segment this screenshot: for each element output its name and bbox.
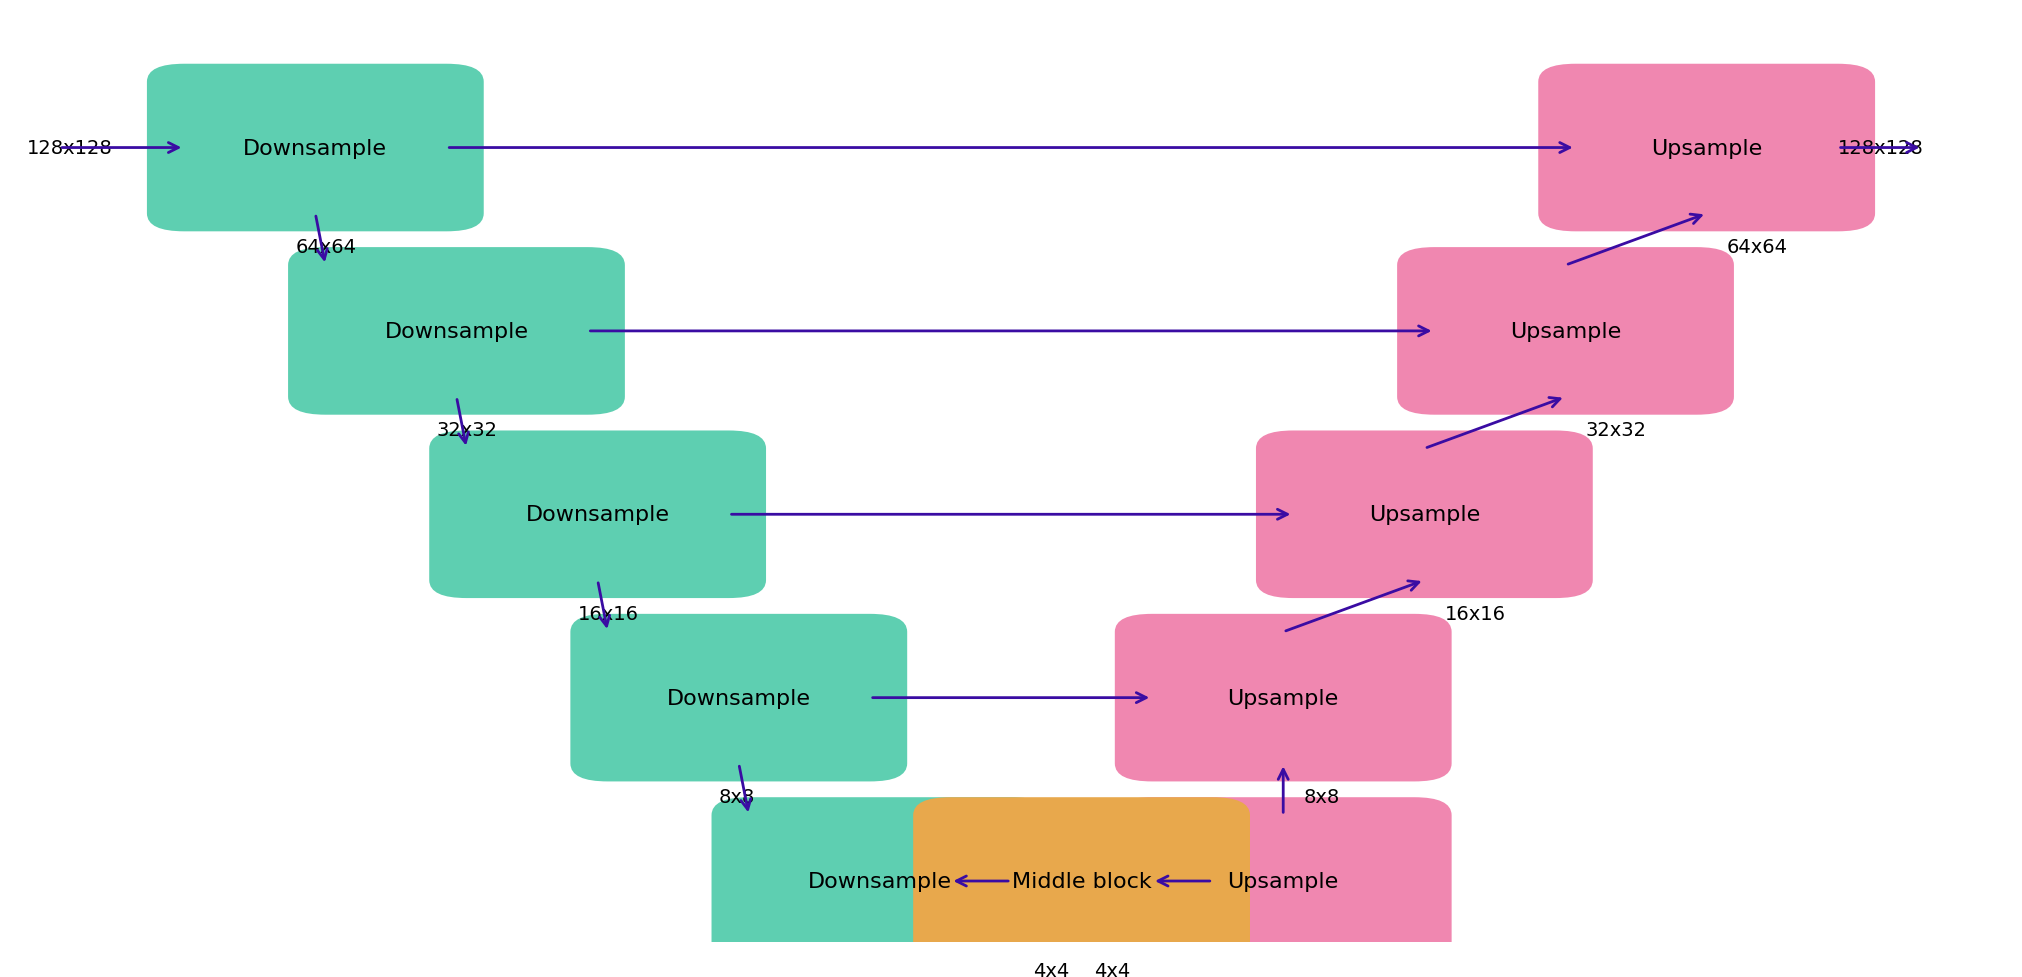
Text: 16x16: 16x16 [578, 604, 639, 623]
FancyBboxPatch shape [148, 65, 483, 231]
FancyBboxPatch shape [712, 798, 1047, 963]
Text: 32x32: 32x32 [1585, 421, 1646, 440]
Text: Upsample: Upsample [1652, 139, 1763, 158]
Text: Downsample: Downsample [526, 505, 669, 525]
Text: Downsample: Downsample [809, 871, 952, 891]
FancyBboxPatch shape [1116, 616, 1450, 781]
FancyBboxPatch shape [289, 249, 625, 414]
Text: 32x32: 32x32 [437, 421, 497, 440]
FancyBboxPatch shape [431, 432, 764, 597]
Text: 8x8: 8x8 [718, 787, 754, 806]
Text: Upsample: Upsample [1227, 871, 1339, 891]
Text: Downsample: Downsample [243, 139, 388, 158]
FancyBboxPatch shape [1258, 432, 1591, 597]
FancyBboxPatch shape [1539, 65, 1874, 231]
Text: 4x4: 4x4 [1033, 960, 1070, 977]
Text: Upsample: Upsample [1510, 321, 1622, 342]
Text: 128x128: 128x128 [1838, 139, 1923, 158]
Text: 64x64: 64x64 [295, 237, 356, 257]
Text: Upsample: Upsample [1227, 688, 1339, 708]
FancyBboxPatch shape [572, 616, 906, 781]
Text: 64x64: 64x64 [1727, 237, 1787, 257]
FancyBboxPatch shape [1116, 798, 1450, 963]
Text: Upsample: Upsample [1369, 505, 1480, 525]
Text: Downsample: Downsample [667, 688, 811, 708]
Text: Downsample: Downsample [384, 321, 528, 342]
Text: Middle block: Middle block [1011, 871, 1151, 891]
FancyBboxPatch shape [914, 798, 1250, 963]
Text: 8x8: 8x8 [1304, 787, 1341, 806]
FancyBboxPatch shape [1397, 249, 1733, 414]
Text: 4x4: 4x4 [1094, 960, 1130, 977]
Text: 128x128: 128x128 [26, 139, 113, 158]
Text: 16x16: 16x16 [1444, 604, 1506, 623]
